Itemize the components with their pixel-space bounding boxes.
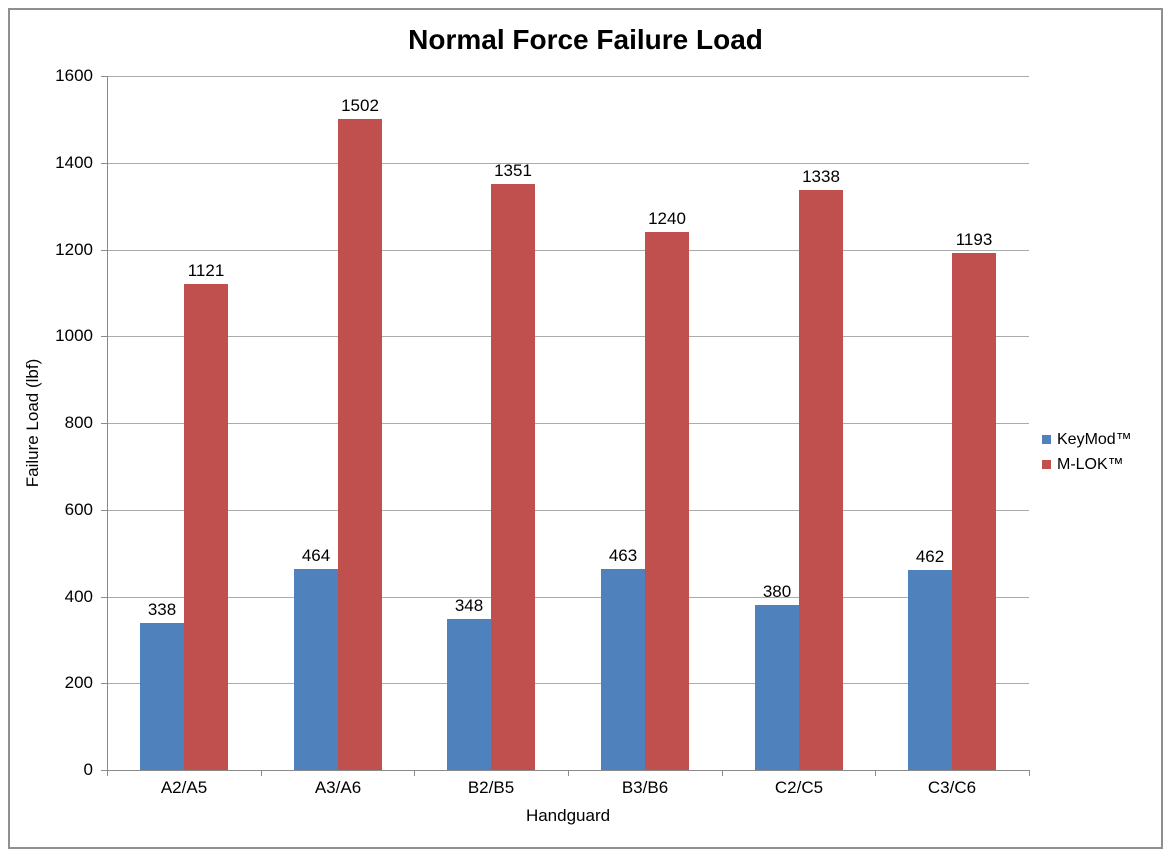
y-tick-mark: [101, 770, 107, 771]
bar-value-label: 380: [762, 582, 792, 601]
bar-value-label: 464: [301, 546, 331, 565]
bar-value-label: 1502: [341, 96, 379, 115]
bar-value-label: 1121: [187, 261, 225, 280]
x-tick-mark: [568, 770, 569, 776]
y-tick-label: 200: [64, 673, 93, 692]
x-tick-mark: [722, 770, 723, 776]
y-tick-mark: [101, 423, 107, 424]
bar-value-label: 1240: [648, 209, 686, 228]
x-axis-title: Handguard: [525, 806, 611, 825]
legend-label: KeyMod™: [1057, 430, 1132, 448]
bar-value-label: 348: [454, 596, 484, 615]
y-tick-label: 1000: [55, 326, 93, 345]
bar-mlok: [645, 232, 689, 770]
legend: KeyMod™ M-LOK™: [1042, 427, 1132, 477]
x-tick-mark: [261, 770, 262, 776]
y-gridline: [107, 423, 1029, 424]
y-tick-mark: [101, 510, 107, 511]
y-tick-mark: [101, 597, 107, 598]
bar-value-label: 1351: [494, 161, 532, 180]
y-gridline: [107, 336, 1029, 337]
legend-item: M-LOK™: [1042, 452, 1132, 477]
legend-item: KeyMod™: [1042, 427, 1132, 452]
y-gridline: [107, 163, 1029, 164]
y-tick-label: 1600: [55, 66, 93, 85]
x-tick-mark: [875, 770, 876, 776]
x-tick-mark: [107, 770, 108, 776]
x-tick-label: B3/B6: [621, 778, 669, 797]
bar-value-label: 463: [608, 546, 638, 565]
bar-mlok: [952, 253, 996, 770]
x-tick-label: B2/B5: [467, 778, 515, 797]
y-tick-label: 0: [83, 760, 93, 779]
x-tick-label: C2/C5: [774, 778, 824, 797]
bar-value-label: 462: [915, 547, 945, 566]
y-tick-mark: [101, 336, 107, 337]
x-tick-label: C3/C6: [927, 778, 977, 797]
legend-label: M-LOK™: [1057, 455, 1124, 473]
legend-swatch-mlok-icon: [1042, 460, 1051, 469]
x-tick-label: A3/A6: [314, 778, 362, 797]
bar-keymod: [601, 569, 645, 770]
bar-mlok: [799, 190, 843, 770]
legend-swatch-keymod-icon: [1042, 435, 1051, 444]
y-tick-mark: [101, 250, 107, 251]
bar-value-label: 1338: [802, 167, 840, 186]
bar-mlok: [491, 184, 535, 770]
y-tick-mark: [101, 76, 107, 77]
y-gridline: [107, 683, 1029, 684]
y-gridline: [107, 510, 1029, 511]
chart-title: Normal Force Failure Load: [408, 24, 763, 55]
x-tick-mark: [414, 770, 415, 776]
bar-keymod: [908, 570, 952, 770]
bar-keymod: [755, 605, 799, 770]
bar-keymod: [294, 569, 338, 770]
bar-value-label: 338: [147, 600, 177, 619]
bar-value-label: 1193: [955, 230, 993, 249]
bar-mlok: [338, 119, 382, 770]
y-axis-line: [107, 76, 108, 770]
y-tick-mark: [101, 683, 107, 684]
y-tick-label: 1200: [55, 240, 93, 259]
bar-keymod: [140, 623, 184, 770]
y-tick-label: 600: [64, 500, 93, 519]
bar-mlok: [184, 284, 228, 770]
y-axis-title: Failure Load (lbf): [23, 358, 42, 488]
y-gridline: [107, 250, 1029, 251]
y-tick-label: 1400: [55, 153, 93, 172]
y-tick-mark: [101, 163, 107, 164]
x-axis-line: [107, 770, 1030, 771]
y-gridline: [107, 597, 1029, 598]
y-gridline: [107, 76, 1029, 77]
x-tick-label: A2/A5: [160, 778, 208, 797]
y-tick-label: 800: [64, 413, 93, 432]
bar-keymod: [447, 619, 491, 770]
y-tick-label: 400: [64, 587, 93, 606]
x-tick-mark: [1029, 770, 1030, 776]
